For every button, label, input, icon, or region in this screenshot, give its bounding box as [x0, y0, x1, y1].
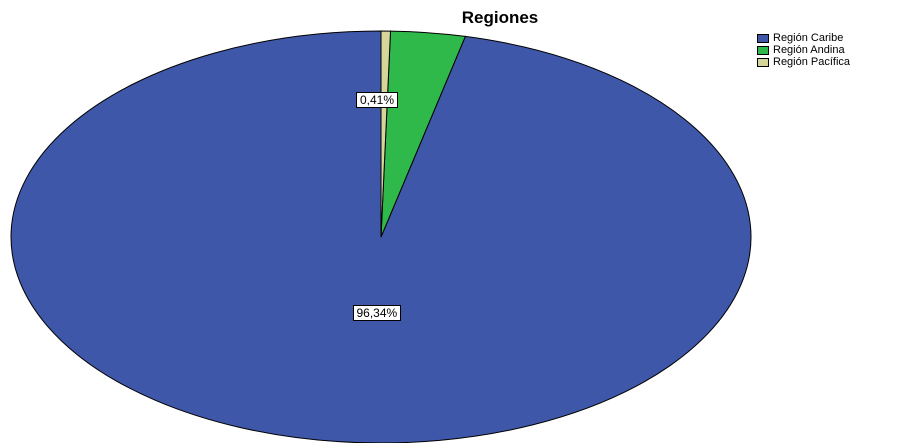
legend-item-2: Región Andina — [757, 44, 850, 56]
pie-slice-3 — [380, 30, 392, 238]
legend-item-1: Región Caribe — [757, 32, 850, 44]
chart-title: Regiones — [461, 8, 539, 27]
legend-swatch-2 — [757, 45, 769, 55]
legend: Región Caribe Región Andina Región Pacífic… — [757, 32, 850, 68]
legend-label-3: Región Pacífica — [773, 56, 851, 68]
data-label-3: 0,41% — [356, 92, 399, 108]
legend-item-3: Región Pacífica — [757, 56, 850, 68]
legend-label-1: Región Caribe — [773, 32, 844, 44]
data-label-1: 96,34% — [352, 305, 402, 321]
legend-swatch-1 — [757, 33, 769, 43]
legend-label-2: Región Andina — [773, 44, 845, 56]
legend-swatch-3 — [757, 57, 769, 67]
